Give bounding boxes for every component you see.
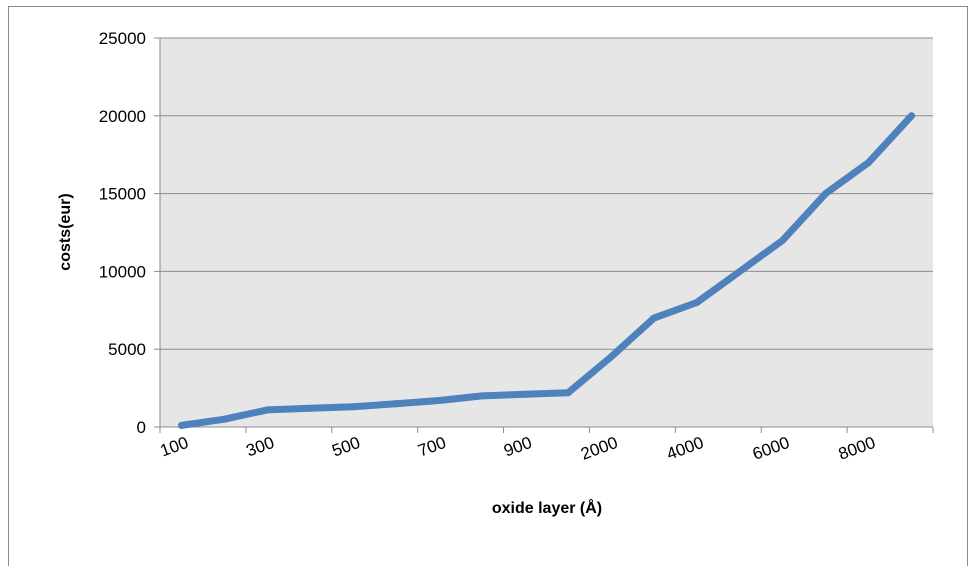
data-point xyxy=(521,390,529,398)
y-tick-labels: 0 5000 10000 15000 20000 25000 xyxy=(99,29,146,437)
data-point xyxy=(865,158,873,166)
x-tick-label: 700 xyxy=(415,433,448,461)
gridlines xyxy=(160,37,933,350)
plot-area xyxy=(160,38,933,427)
series-line xyxy=(178,112,915,429)
data-point xyxy=(220,415,228,423)
y-tick-label: 5000 xyxy=(108,340,146,359)
x-tick-label: 8000 xyxy=(836,433,878,464)
chart-frame xyxy=(8,6,968,566)
data-point xyxy=(607,353,615,361)
x-tick-labels: 100 300 500 700 900 2000 4000 6000 8000 xyxy=(158,433,878,464)
x-tick-label: 500 xyxy=(329,433,362,461)
data-point xyxy=(822,190,830,198)
axes xyxy=(154,37,934,433)
y-axis-title: costs(eur) xyxy=(57,193,74,270)
x-tick-label: 4000 xyxy=(664,433,706,464)
data-point xyxy=(736,267,744,275)
x-tick-label: 900 xyxy=(501,433,534,461)
y-tick-label: 10000 xyxy=(99,262,146,281)
data-point xyxy=(693,299,701,307)
data-point xyxy=(650,314,658,322)
y-tick-label: 20000 xyxy=(99,107,146,126)
y-tick-label: 15000 xyxy=(99,185,146,204)
series-group xyxy=(177,112,916,429)
x-tick-label: 300 xyxy=(244,433,277,461)
data-point xyxy=(306,404,314,412)
data-point xyxy=(263,406,271,414)
data-point xyxy=(908,112,916,120)
x-tick-label: 6000 xyxy=(750,433,792,464)
y-tick-label: 25000 xyxy=(99,29,146,48)
y-tick-label: 0 xyxy=(137,418,146,437)
data-point xyxy=(349,403,357,411)
x-axis-title: oxide layer (Å) xyxy=(492,498,602,517)
data-point xyxy=(564,389,572,397)
data-point xyxy=(779,236,787,244)
x-tick-label: 100 xyxy=(158,433,191,461)
data-point xyxy=(435,397,443,405)
data-point xyxy=(392,400,400,408)
data-point xyxy=(177,421,185,429)
data-point xyxy=(478,392,486,400)
x-tick-label: 2000 xyxy=(578,433,620,464)
